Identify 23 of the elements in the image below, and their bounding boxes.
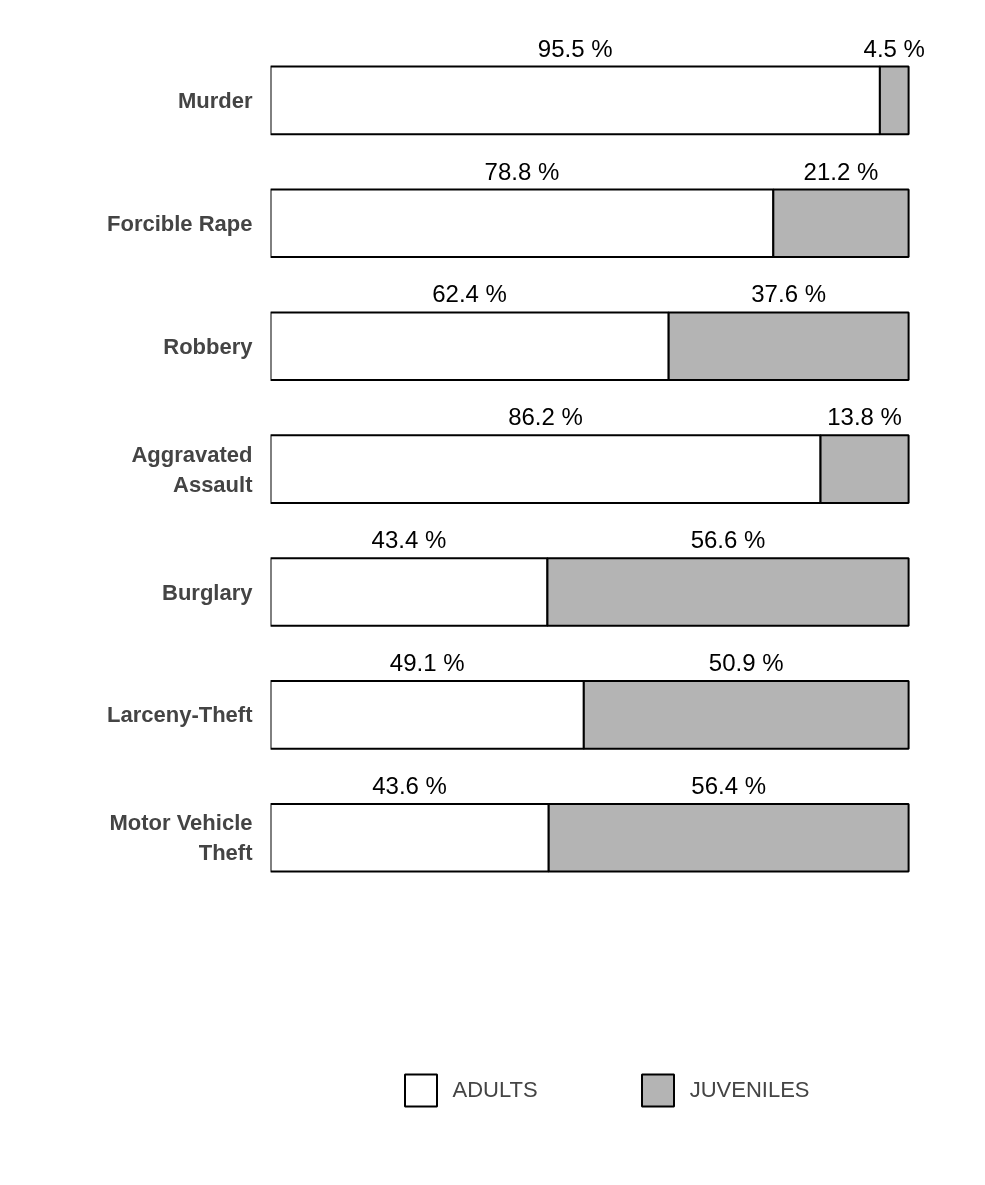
y-tick-label: Aggravated Assault [131,441,254,497]
data-label: 78.8 % [484,157,560,185]
data-label: 13.8 % [827,403,902,431]
y-tick-label: Burglary [162,579,254,605]
data-label: 50.9 % [708,649,784,677]
data-label: 56.4 % [691,772,767,800]
data-label: 21.2 % [803,157,879,185]
data-label: 43.6 % [372,772,447,800]
data-label: 37.6 % [751,280,826,308]
y-tick-label: Motor Vehicle Theft [109,810,254,866]
data-label: 86.2 % [508,403,583,431]
y-tick-label: Forcible Rape [107,210,253,236]
data-label: 4.5 % [863,34,925,62]
data-label: 56.6 % [690,526,766,554]
data-label: 43.4 % [371,526,447,554]
data-label: 49.1 % [389,649,465,677]
data-label: 95.5 % [537,34,613,62]
y-tick-label: Larceny-Theft [107,702,254,728]
y-tick-label: Robbery [163,333,254,359]
legend-label: ADULTS [452,1077,538,1103]
data-label: 62.4 % [432,280,507,308]
legend-label: JUVENILES [689,1077,810,1103]
y-tick-label: Murder [177,87,253,113]
